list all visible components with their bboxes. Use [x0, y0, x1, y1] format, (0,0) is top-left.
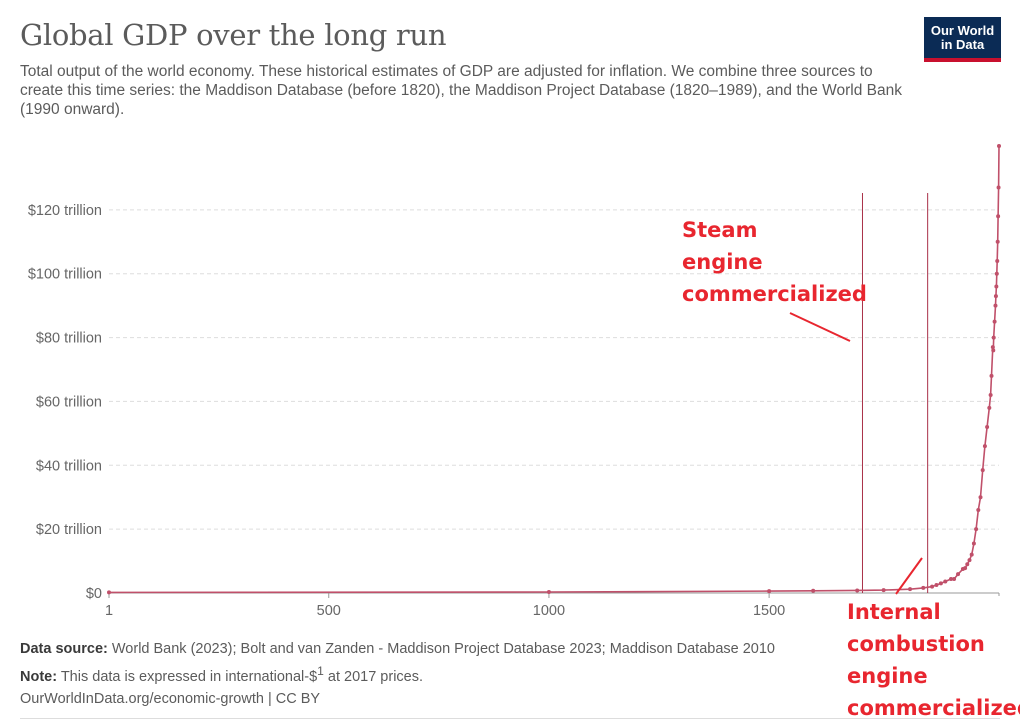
chart-subtitle: Total output of the world economy. These… [20, 63, 903, 118]
data-point [987, 405, 992, 410]
x-tick-label: 1000 [533, 603, 565, 619]
owid-logo[interactable]: Our World in Data [924, 17, 1001, 62]
note-text-end: at 2017 prices. [323, 668, 424, 685]
logo-line-1: Our World [930, 23, 995, 38]
annotation-internal-combustion: Internal combustion engine commercialize… [845, 596, 1020, 724]
x-tick-label: 1500 [753, 603, 785, 619]
y-tick-label: $0 [86, 586, 102, 602]
data-point [965, 562, 970, 567]
data-point [971, 541, 976, 546]
y-tick-label: $40 trillion [36, 458, 102, 474]
page-title: Global GDP over the long run [20, 18, 447, 52]
data-point [952, 576, 957, 581]
data-source-line: Data source: World Bank (2023); Bolt and… [20, 638, 775, 660]
data-point [811, 588, 816, 593]
data-point [980, 468, 985, 473]
note-footnote-marker[interactable]: 1 [317, 664, 324, 678]
data-point [996, 185, 1001, 190]
data-point [967, 558, 972, 563]
data-point [546, 590, 551, 595]
data-point [908, 587, 913, 592]
note-text: This data is expressed in international-… [57, 668, 318, 685]
data-point [938, 581, 943, 586]
annotation-ice-line-2: combustion [847, 632, 985, 656]
data-point [994, 271, 999, 276]
data-point [934, 583, 939, 588]
chart-footer: Data source: World Bank (2023); Bolt and… [20, 638, 775, 710]
data-point [985, 424, 990, 429]
x-tick-label: 1 [105, 603, 113, 619]
data-point [948, 576, 953, 581]
series-line [108, 145, 1000, 594]
y-tick-label: $80 trillion [36, 331, 102, 347]
credit-link[interactable]: OurWorldInData.org/economic-growth | CC … [20, 690, 321, 707]
data-point [930, 584, 935, 589]
data-point [943, 579, 948, 584]
data-point [995, 239, 1000, 244]
note-label: Note: [20, 668, 58, 685]
x-tick-label: 500 [317, 603, 341, 619]
data-point [996, 214, 1001, 219]
steam-annotation-pointer [789, 312, 851, 342]
data-point [982, 444, 987, 449]
annotation-steam-line-3: commercialized [682, 282, 867, 306]
data-point [855, 588, 860, 593]
data-point [991, 348, 996, 353]
data-point [989, 373, 994, 378]
data-point [881, 588, 886, 593]
data-point [994, 284, 999, 289]
data-point [990, 345, 995, 350]
data-point [969, 552, 974, 557]
data-point [767, 589, 772, 594]
annotation-steam-line-1: Steam [682, 218, 758, 242]
annotation-ice-line-1: Internal [847, 600, 941, 624]
data-point [993, 303, 998, 308]
y-tick-label: $60 trillion [36, 394, 102, 410]
annotation-steam-line-2: engine [682, 250, 763, 274]
y-tick-label: $20 trillion [36, 522, 102, 538]
data-point [107, 590, 111, 595]
y-tick-label: $100 trillion [28, 267, 102, 283]
data-point [978, 495, 983, 500]
annotation-steam-engine: Steam engine commercialized [682, 214, 867, 310]
data-point [956, 572, 961, 577]
ice-annotation-pointer [895, 557, 923, 595]
note-line: Note: This data is expressed in internat… [20, 660, 775, 688]
data-point [997, 144, 1001, 148]
data-point [963, 566, 968, 571]
data-point [921, 585, 926, 590]
annotation-ice-line-3: engine [847, 664, 928, 688]
data-point [995, 258, 1000, 263]
data-point [974, 527, 979, 532]
y-tick-label: $120 trillion [28, 203, 102, 219]
data-point [992, 319, 997, 324]
annotation-ice-line-4: commercialized [847, 696, 1020, 720]
bottom-divider [20, 718, 1000, 719]
data-point [988, 393, 993, 398]
data-point [991, 335, 996, 340]
data-point [976, 507, 981, 512]
data-point [993, 294, 998, 299]
logo-line-2: in Data [940, 37, 985, 52]
data-source-text: World Bank (2023); Bolt and van Zanden -… [107, 641, 775, 657]
data-source-label: Data source: [20, 641, 108, 657]
